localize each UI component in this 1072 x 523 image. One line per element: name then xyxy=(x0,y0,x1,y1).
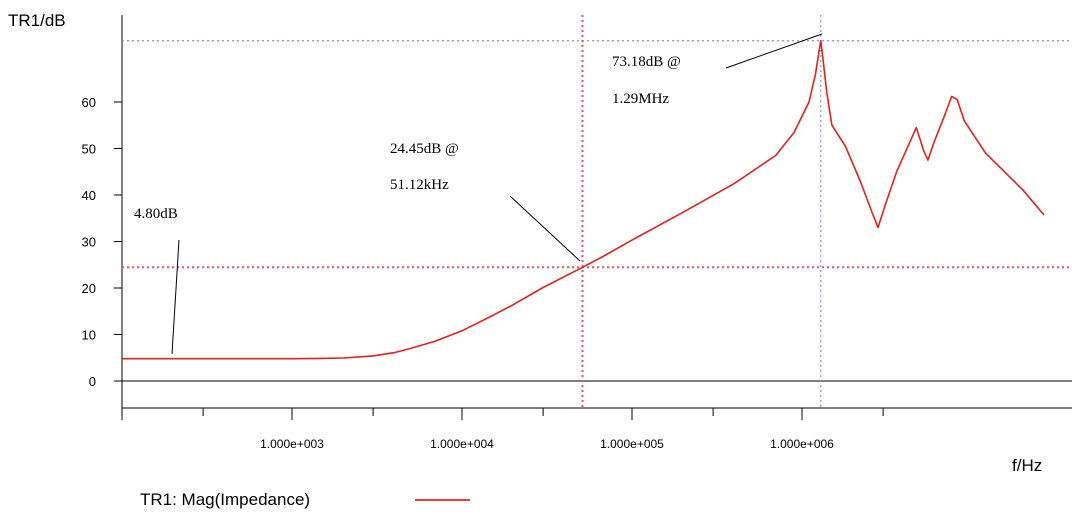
cursor-annotation-leader xyxy=(509,195,581,262)
x-tick-label: 1.000e+005 xyxy=(600,437,664,451)
x-tick-label: 1.000e+006 xyxy=(770,437,834,451)
cursor-annotation-freq: 51.12kHz xyxy=(390,177,449,193)
y-tick-label: 20 xyxy=(82,281,96,296)
y-tick-label: 30 xyxy=(82,235,96,250)
low-level-annotation-leader xyxy=(171,239,180,355)
impedance-magnitude-line xyxy=(122,39,1045,360)
y-tick-label: 60 xyxy=(82,95,96,110)
y-axis-title: TR1/dB xyxy=(8,11,66,30)
peak-annotation-value: 73.18dB @ xyxy=(612,54,681,70)
y-tick-label: 50 xyxy=(82,142,96,157)
y-tick-label: 0 xyxy=(89,374,96,389)
peak-annotation-leader xyxy=(725,33,823,69)
legend-label: TR1: Mag(Impedance) xyxy=(140,490,310,509)
y-tick-label: 10 xyxy=(82,328,96,343)
y-tick-label: 40 xyxy=(82,188,96,203)
x-tick-label: 1.000e+004 xyxy=(430,437,494,451)
x-tick-label: 1.000e+003 xyxy=(260,437,324,451)
peak-annotation-freq: 1.29MHz xyxy=(612,91,669,107)
x-axis-title: f/Hz xyxy=(1012,456,1042,475)
cursor-annotation-value: 24.45dB @ xyxy=(390,141,459,157)
low-level-annotation: 4.80dB xyxy=(134,206,178,222)
